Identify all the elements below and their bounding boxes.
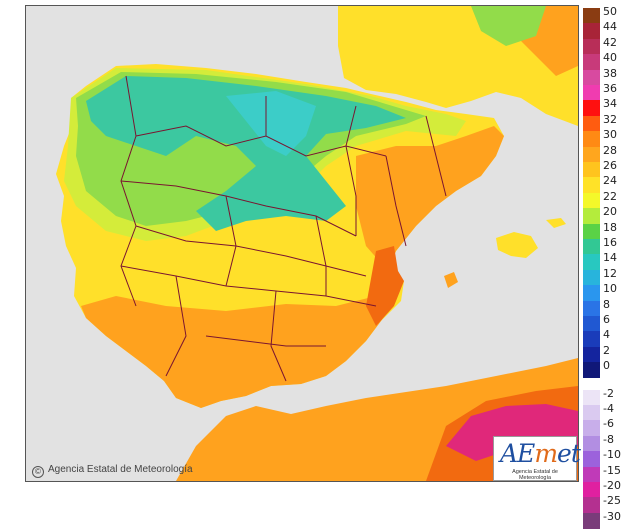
legend-label: 6 bbox=[603, 313, 610, 326]
iberia-east-orange bbox=[356, 126, 504, 271]
legend-swatch-positive bbox=[583, 38, 600, 55]
aemet-logo-mark: AEmet bbox=[500, 439, 581, 468]
legend-label: 42 bbox=[603, 35, 617, 49]
legend-label: 36 bbox=[603, 82, 617, 95]
aemet-logo: AEmet Agencia Estatal de Meteorología bbox=[493, 436, 581, 481]
credit: © Agencia Estatal de Meteorología bbox=[32, 464, 193, 478]
legend-swatch-positive bbox=[583, 100, 600, 117]
mallorca bbox=[496, 232, 538, 258]
legend-swatch-negative bbox=[583, 405, 600, 421]
legend-label: 4 bbox=[603, 328, 610, 342]
legend-swatch-positive bbox=[583, 346, 600, 363]
temperature-map bbox=[25, 5, 579, 482]
legend-swatch-negative bbox=[583, 512, 600, 529]
legend-label: -4 bbox=[603, 402, 614, 415]
legend-label: 38 bbox=[603, 66, 617, 80]
legend-swatch-positive bbox=[583, 115, 600, 132]
ibiza bbox=[444, 272, 458, 288]
iberia-south-orange bbox=[81, 296, 391, 408]
legend-swatch-positive bbox=[583, 177, 600, 194]
region-borders bbox=[120, 75, 447, 382]
france-green-zone bbox=[471, 6, 546, 46]
legend-label: -8 bbox=[603, 432, 614, 446]
legend-swatch-positive bbox=[583, 285, 600, 302]
legend-label: 0 bbox=[603, 359, 610, 373]
legend-label: -20 bbox=[603, 479, 621, 492]
legend-swatch-positive bbox=[583, 300, 600, 317]
legend-swatch-positive bbox=[583, 162, 600, 178]
legend-label: 28 bbox=[603, 143, 617, 157]
legend-swatch-positive bbox=[583, 69, 600, 86]
legend-swatch-positive bbox=[583, 331, 600, 348]
legend-swatch-positive bbox=[583, 146, 600, 163]
legend-label: 50 bbox=[603, 5, 617, 18]
legend-label: 40 bbox=[603, 51, 617, 65]
legend-swatch-positive bbox=[583, 254, 600, 271]
legend-swatch-positive bbox=[583, 85, 600, 101]
legend-swatch-positive bbox=[583, 192, 600, 209]
legend-label: 2 bbox=[603, 343, 610, 357]
legend-swatch-negative bbox=[583, 420, 600, 437]
legend-label: 18 bbox=[603, 220, 617, 234]
legend-swatch-positive bbox=[583, 269, 600, 286]
legend-swatch-positive bbox=[583, 316, 600, 332]
legend-swatch-negative bbox=[583, 435, 600, 452]
legend-label: 8 bbox=[603, 297, 610, 311]
temperature-legend: 50 44 42 40 38 36 34 32 30 28 26 24 22 20 18 16 14 12 10 8 6… bbox=[583, 5, 627, 529]
legend-label: 24 bbox=[603, 174, 617, 188]
legend-swatch-positive bbox=[583, 8, 600, 24]
legend-label: 12 bbox=[603, 266, 617, 280]
legend-swatch-positive bbox=[583, 223, 600, 240]
legend-label: -10 bbox=[603, 448, 621, 462]
legend-label: 20 bbox=[603, 205, 617, 219]
legend-swatch-positive bbox=[583, 362, 600, 379]
legend-label: 10 bbox=[603, 282, 617, 296]
iberia-cyan-peaks bbox=[226, 91, 316, 156]
legend-swatch-positive bbox=[583, 239, 600, 255]
legend-label: -25 bbox=[603, 494, 621, 508]
legend-label: 30 bbox=[603, 128, 617, 142]
map-canvas bbox=[26, 6, 578, 481]
legend-label: 14 bbox=[603, 251, 617, 265]
aemet-logo-subtitle: Agencia Estatal de Meteorología bbox=[512, 469, 558, 481]
legend-swatch-positive bbox=[583, 23, 600, 40]
legend-label: 26 bbox=[603, 159, 617, 172]
credit-text: Agencia Estatal de Meteorología bbox=[48, 464, 193, 475]
legend-swatch-negative bbox=[583, 389, 600, 406]
legend-label: 22 bbox=[603, 189, 617, 203]
legend-label: -6 bbox=[603, 417, 614, 431]
copyright-icon: © bbox=[32, 466, 44, 478]
menorca bbox=[546, 218, 566, 228]
legend-swatch-negative bbox=[583, 451, 600, 468]
legend-label: -15 bbox=[603, 463, 621, 477]
legend-swatch-negative bbox=[583, 466, 600, 483]
legend-label: 32 bbox=[603, 112, 617, 126]
legend-label: 34 bbox=[603, 97, 617, 111]
legend-label: 44 bbox=[603, 20, 617, 34]
legend-swatch-positive bbox=[583, 208, 600, 225]
legend-label: 16 bbox=[603, 236, 617, 249]
legend-swatch-negative bbox=[583, 482, 600, 498]
legend-swatch-positive bbox=[583, 54, 600, 71]
iberia-teal-mountains bbox=[86, 76, 406, 231]
legend-swatch-positive bbox=[583, 131, 600, 148]
legend-label: -30 bbox=[603, 509, 621, 523]
legend-label: -2 bbox=[603, 386, 614, 400]
